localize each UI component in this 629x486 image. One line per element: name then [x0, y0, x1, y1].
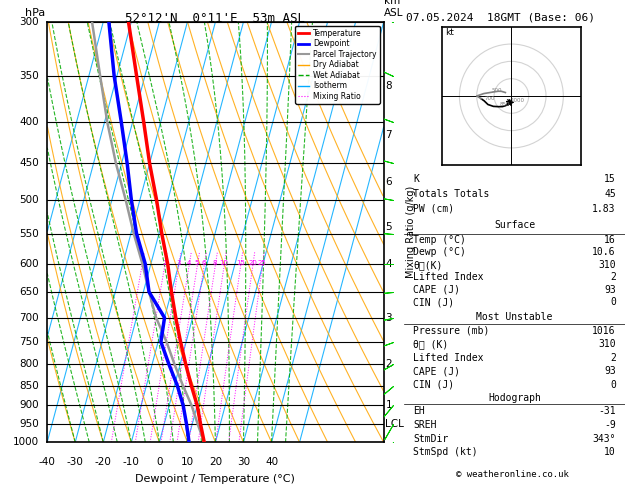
- Text: CIN (J): CIN (J): [413, 297, 454, 307]
- Legend: Temperature, Dewpoint, Parcel Trajectory, Dry Adiabat, Wet Adiabat, Isotherm, Mi: Temperature, Dewpoint, Parcel Trajectory…: [295, 26, 380, 104]
- Text: θᴇ (K): θᴇ (K): [413, 339, 448, 349]
- Text: -40: -40: [39, 457, 55, 467]
- Text: 4: 4: [187, 260, 191, 265]
- Text: 10: 10: [220, 260, 228, 265]
- Text: LCL: LCL: [386, 419, 404, 429]
- Text: 2: 2: [610, 353, 616, 363]
- Text: 400: 400: [19, 117, 39, 127]
- Text: 700: 700: [485, 96, 496, 101]
- Text: Temp (°C): Temp (°C): [413, 235, 466, 245]
- Text: -31: -31: [598, 406, 616, 416]
- Text: 310: 310: [598, 260, 616, 270]
- Text: -10: -10: [123, 457, 140, 467]
- Text: -20: -20: [95, 457, 112, 467]
- Text: EH: EH: [413, 406, 425, 416]
- Text: 07.05.2024  18GMT (Base: 06): 07.05.2024 18GMT (Base: 06): [406, 12, 594, 22]
- Text: CAPE (J): CAPE (J): [413, 285, 460, 295]
- Text: Most Unstable: Most Unstable: [476, 312, 553, 322]
- Text: Hodograph: Hodograph: [488, 393, 541, 403]
- Text: 1000: 1000: [510, 98, 524, 103]
- Text: -30: -30: [67, 457, 84, 467]
- Text: 15: 15: [236, 260, 245, 265]
- Text: 20: 20: [248, 260, 257, 265]
- Text: 450: 450: [19, 158, 39, 169]
- Text: 5: 5: [195, 260, 199, 265]
- Text: 1000: 1000: [13, 437, 39, 447]
- Text: 30: 30: [237, 457, 250, 467]
- Text: Dewp (°C): Dewp (°C): [413, 247, 466, 258]
- Text: 300: 300: [19, 17, 39, 27]
- Text: 6: 6: [386, 177, 392, 187]
- Text: 40: 40: [265, 457, 278, 467]
- Text: CIN (J): CIN (J): [413, 380, 454, 390]
- Text: 1: 1: [140, 260, 144, 265]
- Text: Totals Totals: Totals Totals: [413, 189, 489, 199]
- Text: 45: 45: [604, 189, 616, 199]
- Text: SREH: SREH: [413, 420, 437, 430]
- Text: 0: 0: [610, 297, 616, 307]
- Text: Dewpoint / Temperature (°C): Dewpoint / Temperature (°C): [135, 474, 296, 484]
- Text: hPa: hPa: [25, 8, 45, 17]
- Text: 93: 93: [604, 366, 616, 376]
- Text: 7: 7: [386, 130, 392, 140]
- Text: 343°: 343°: [593, 434, 616, 444]
- Text: 700: 700: [19, 312, 39, 323]
- Text: km
ASL: km ASL: [384, 0, 403, 17]
- Text: 800: 800: [19, 359, 39, 369]
- Text: 10: 10: [604, 448, 616, 457]
- Text: 2: 2: [386, 359, 392, 369]
- Text: 20: 20: [209, 457, 222, 467]
- Text: 310: 310: [598, 339, 616, 349]
- Text: 15: 15: [604, 174, 616, 184]
- Text: 500: 500: [492, 87, 503, 92]
- Text: kt: kt: [445, 28, 455, 37]
- Text: 52°12'N  0°11'E  53m ASL: 52°12'N 0°11'E 53m ASL: [125, 12, 306, 25]
- Text: 0: 0: [156, 457, 163, 467]
- Text: Mixing Ratio (g/kg): Mixing Ratio (g/kg): [406, 186, 416, 278]
- Text: 1016: 1016: [593, 326, 616, 336]
- Text: Surface: Surface: [494, 221, 535, 230]
- Text: 750: 750: [19, 337, 39, 347]
- Text: 1: 1: [386, 400, 392, 411]
- Text: 0: 0: [610, 380, 616, 390]
- Text: 550: 550: [19, 228, 39, 239]
- Text: CAPE (J): CAPE (J): [413, 366, 460, 376]
- Text: 8: 8: [386, 81, 392, 90]
- Text: 6: 6: [202, 260, 206, 265]
- Text: 3: 3: [176, 260, 181, 265]
- Text: 10: 10: [181, 457, 194, 467]
- Text: -9: -9: [604, 420, 616, 430]
- Text: 500: 500: [19, 195, 39, 205]
- Text: StmDir: StmDir: [413, 434, 448, 444]
- Text: 1.83: 1.83: [593, 204, 616, 214]
- Text: 850: 850: [499, 102, 510, 107]
- Text: K: K: [413, 174, 419, 184]
- Text: 93: 93: [604, 285, 616, 295]
- Text: 350: 350: [19, 70, 39, 81]
- Text: 650: 650: [19, 287, 39, 297]
- Text: Lifted Index: Lifted Index: [413, 353, 484, 363]
- Text: 2: 2: [610, 272, 616, 282]
- Text: 16: 16: [604, 235, 616, 245]
- Text: 950: 950: [19, 419, 39, 429]
- Text: 8: 8: [213, 260, 218, 265]
- Text: 25: 25: [258, 260, 267, 265]
- Text: Pressure (mb): Pressure (mb): [413, 326, 489, 336]
- Text: 2: 2: [162, 260, 167, 265]
- Text: PW (cm): PW (cm): [413, 204, 454, 214]
- Text: Lifted Index: Lifted Index: [413, 272, 484, 282]
- Text: © weatheronline.co.uk: © weatheronline.co.uk: [456, 469, 569, 479]
- Text: 850: 850: [19, 381, 39, 391]
- Text: 3: 3: [386, 312, 392, 323]
- Text: 600: 600: [19, 259, 39, 269]
- Text: 4: 4: [386, 259, 392, 269]
- Text: 5: 5: [386, 222, 392, 232]
- Text: 10.6: 10.6: [593, 247, 616, 258]
- Text: 900: 900: [19, 400, 39, 411]
- Text: StmSpd (kt): StmSpd (kt): [413, 448, 478, 457]
- Text: θᴇ(K): θᴇ(K): [413, 260, 443, 270]
